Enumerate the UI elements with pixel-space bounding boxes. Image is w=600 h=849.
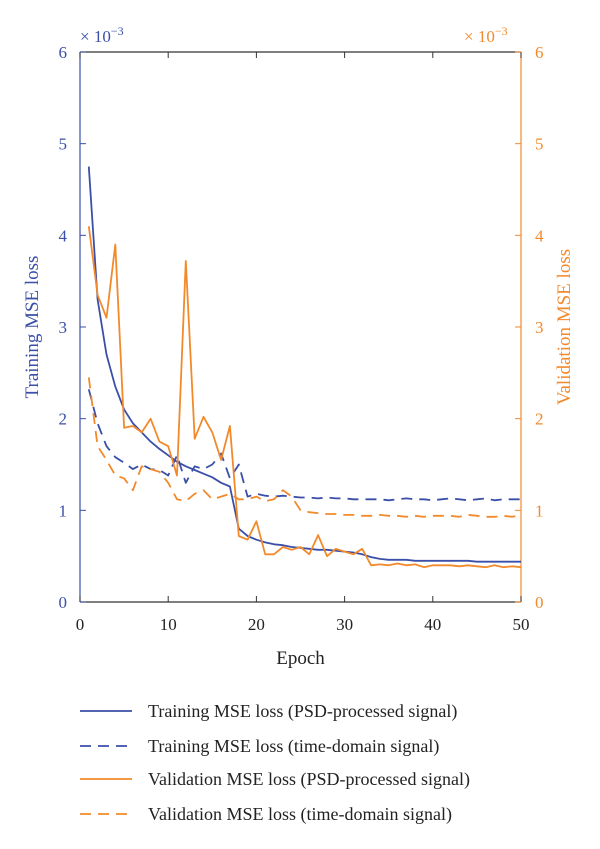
series-line-1 (87, 166, 521, 563)
y-right-axis-label: Validation MSE loss (554, 249, 575, 405)
y-right-tick-label: 1 (535, 501, 544, 520)
series-line-4 (87, 377, 522, 518)
right-scale-multiplier: × 10−3 (464, 24, 508, 46)
y-left-tick-label: 6 (59, 43, 68, 62)
y-right-tick-label: 5 (535, 135, 544, 154)
plot-frame (79, 51, 522, 603)
y-left-tick-label: 3 (59, 318, 68, 337)
legend-label-2: Training MSE loss (time-domain signal) (148, 736, 439, 757)
y-left-axis-label: Training MSE loss (22, 256, 43, 399)
y-left-tick-label: 5 (59, 135, 68, 154)
legend: Training MSE loss (PSD-processed signal)… (80, 701, 470, 825)
x-tick-label: 30 (336, 615, 353, 634)
y-left-tick-label: 1 (59, 501, 68, 520)
y-right-tick-label: 4 (535, 226, 544, 245)
x-axis-label: Epoch (276, 648, 325, 669)
y-right-tick-label: 6 (535, 43, 544, 62)
x-tick-label: 10 (160, 615, 177, 634)
x-tick-label: 50 (513, 615, 530, 634)
y-right-tick-label: 0 (535, 593, 544, 612)
series-line-3 (87, 226, 522, 569)
series-layer (87, 166, 522, 569)
legend-label-3: Validation MSE loss (PSD-processed signa… (148, 769, 470, 790)
x-tick-label: 20 (248, 615, 265, 634)
axis-labels: Epoch Training MSE loss Validation MSE l… (22, 24, 575, 669)
x-tick-label: 0 (76, 615, 85, 634)
y-left-tick-label: 4 (59, 226, 68, 245)
axis-ticks: 0 10 20 30 40 500 01 12 23 34 45 56 6 (59, 43, 545, 634)
legend-label-1: Training MSE loss (PSD-processed signal) (148, 701, 457, 722)
legend-label-4: Validation MSE loss (time-domain signal) (148, 804, 452, 825)
x-tick-label: 40 (424, 615, 441, 634)
y-right-tick-label: 2 (535, 410, 544, 429)
y-left-tick-label: 0 (59, 593, 68, 612)
y-right-tick-label: 3 (535, 318, 544, 337)
y-left-tick-label: 2 (59, 410, 68, 429)
left-scale-multiplier: × 10−3 (80, 24, 124, 46)
